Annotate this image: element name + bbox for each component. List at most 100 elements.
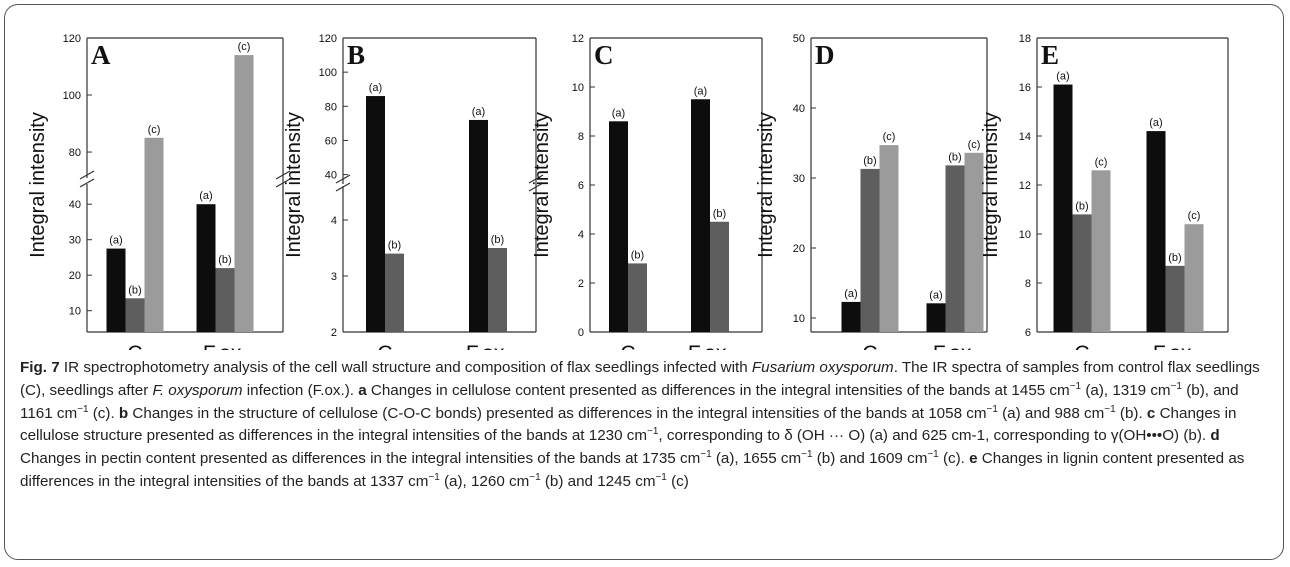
bar-data-label: (b) xyxy=(218,254,231,266)
bar xyxy=(1053,84,1073,332)
x-category-label: C xyxy=(620,342,635,350)
caption-label-e: e xyxy=(969,450,978,468)
caption-c-b1: , corresponding to δ (OH ··· O) (a) and … xyxy=(658,427,1211,445)
caption-superscript: −1 xyxy=(529,471,541,483)
x-category-label: C xyxy=(862,342,877,350)
bar-data-label: (c) xyxy=(148,124,161,136)
bar-data-label: (b) xyxy=(948,151,961,163)
panel-label: B xyxy=(347,40,365,70)
x-category-label: F.ox. xyxy=(1153,342,1197,350)
bar-data-label: (a) xyxy=(472,106,485,118)
bar-data-label: (b) xyxy=(491,234,504,246)
bar-data-label: (b) xyxy=(1168,252,1181,264)
caption-superscript: −1 xyxy=(700,449,712,461)
bar xyxy=(628,263,647,332)
bar-data-label: (a) xyxy=(369,82,382,94)
caption-superscript: −1 xyxy=(655,471,667,483)
caption-text-a: Changes in cellulose content presented a… xyxy=(366,381,1070,399)
y-tick-label: 100 xyxy=(63,90,81,102)
x-category-label: C xyxy=(127,342,142,350)
y-tick-label: 16 xyxy=(1019,82,1031,94)
y-tick-label: 40 xyxy=(325,170,337,182)
y-tick-label: 30 xyxy=(69,235,81,247)
caption-superscript: −1 xyxy=(1104,403,1116,415)
bar-data-label: (c) xyxy=(1095,156,1108,168)
y-tick-label: 60 xyxy=(325,135,337,147)
caption-b-b1: (a) and 988 cm xyxy=(997,404,1105,422)
axis-break-mark xyxy=(275,178,291,188)
caption-d-b3: (c). xyxy=(938,450,970,468)
bar xyxy=(488,248,507,332)
bar-data-label: (c) xyxy=(1188,210,1201,222)
caption-text-e: Changes in lignin content presented as d… xyxy=(20,450,1245,490)
caption-title-post: . The IR spectra of samples from control… xyxy=(20,359,1260,399)
caption-e-b2: (b) and 1245 cm xyxy=(540,472,656,490)
bar-data-label: (a) xyxy=(1149,117,1162,129)
y-axis-label: Integral intensity xyxy=(755,112,777,258)
caption-fig-label: Fig. 7 xyxy=(20,359,60,376)
x-category-label: F.ox. xyxy=(688,342,732,350)
y-axis-label: Integral intensity xyxy=(980,112,1002,258)
bar-data-label: (b) xyxy=(631,249,644,261)
bar xyxy=(196,204,216,332)
y-axis-label: Integral intensity xyxy=(283,112,305,258)
bar xyxy=(1072,214,1092,332)
caption-infection-text: infection (F.ox.). xyxy=(242,381,359,399)
bar-data-label: (a) xyxy=(844,288,857,300)
bar xyxy=(609,121,628,332)
x-category-label: F.ox. xyxy=(203,342,247,350)
bar xyxy=(1091,170,1111,332)
bar-data-label: (c) xyxy=(238,41,251,53)
bar xyxy=(125,298,145,332)
y-tick-label: 100 xyxy=(319,67,337,79)
x-category-label: C xyxy=(377,342,392,350)
caption-superscript: −1 xyxy=(428,471,440,483)
caption-superscript: −1 xyxy=(647,426,659,438)
caption-superscript: −1 xyxy=(1069,380,1082,392)
y-tick-label: 50 xyxy=(793,33,805,45)
caption-text-d: Changes in pectin content presented as d… xyxy=(20,450,701,468)
bar-data-label: (a) xyxy=(199,190,212,202)
caption-text-b: Changes in the structure of cellulose (C… xyxy=(128,404,987,422)
bar xyxy=(945,165,965,332)
bar-data-label: (a) xyxy=(929,289,942,301)
y-tick-label: 18 xyxy=(1019,33,1031,45)
caption-superscript: −1 xyxy=(801,449,813,461)
bar xyxy=(215,268,235,332)
caption-label-b: b xyxy=(118,404,129,422)
bar xyxy=(1146,131,1166,332)
y-tick-label: 2 xyxy=(331,327,337,339)
bar-data-label: (b) xyxy=(713,208,726,220)
y-tick-label: 14 xyxy=(1019,131,1031,143)
y-tick-label: 30 xyxy=(793,173,805,185)
y-tick-label: 12 xyxy=(572,33,584,45)
bar xyxy=(1165,265,1185,332)
caption-a-b3: (c). xyxy=(88,404,119,422)
caption-text-c: Changes in cellulose structure presented… xyxy=(20,404,1237,445)
y-tick-label: 80 xyxy=(69,147,81,159)
bar-data-label: (b) xyxy=(1075,200,1088,212)
bar xyxy=(710,221,729,332)
bar xyxy=(926,303,946,332)
y-tick-label: 20 xyxy=(69,270,81,282)
y-tick-label: 2 xyxy=(578,278,584,290)
bar-data-label: (a) xyxy=(109,235,122,247)
axis-break-mark xyxy=(79,178,95,188)
bar xyxy=(964,152,984,332)
axis-break-mark xyxy=(335,174,351,184)
axis-break-mark xyxy=(528,182,544,192)
x-category-label: F.ox. xyxy=(466,342,510,350)
caption-superscript: −1 xyxy=(77,403,89,415)
y-axis-label: Integral intensity xyxy=(531,112,553,258)
caption-superscript: −1 xyxy=(1170,380,1182,392)
axis-break-mark xyxy=(335,182,351,192)
y-axis-label: Integral intensity xyxy=(27,112,49,258)
y-tick-label: 80 xyxy=(325,101,337,113)
bar-data-label: (b) xyxy=(863,155,876,167)
bar-data-label: (c) xyxy=(883,131,896,143)
bar xyxy=(691,99,710,332)
y-tick-label: 10 xyxy=(1019,229,1031,241)
y-tick-label: 10 xyxy=(69,306,81,318)
y-tick-label: 20 xyxy=(793,243,805,255)
bar xyxy=(144,137,164,332)
